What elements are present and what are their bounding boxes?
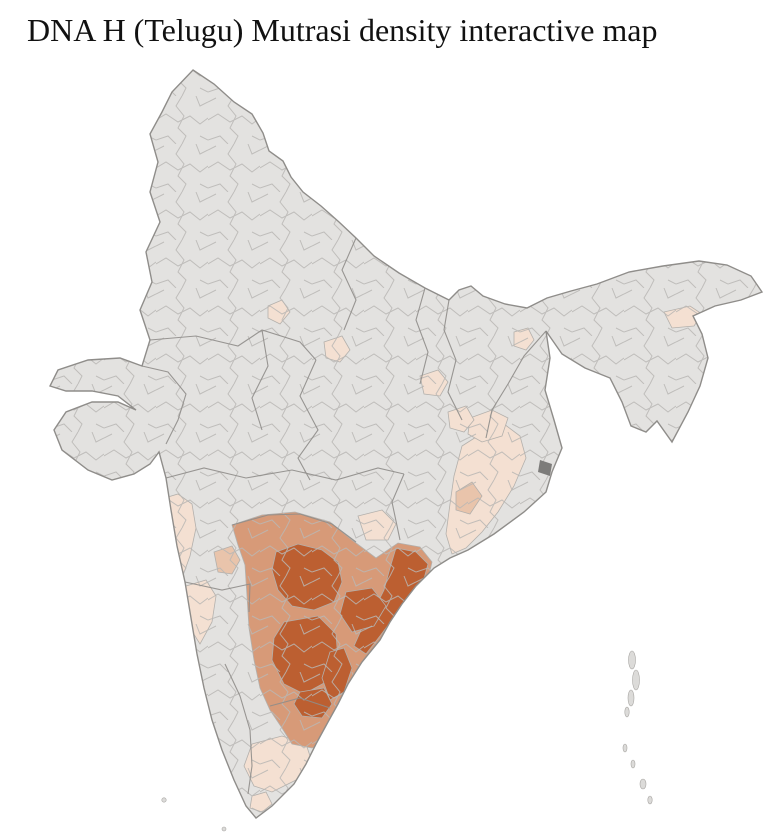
city-marker-west-coast[interactable]: [38, 418, 50, 432]
india-outline: [49, 69, 764, 819]
lakshadweep-islets[interactable]: [161, 797, 227, 832]
page-title: DNA H (Telugu) Mutrasi density interacti…: [27, 12, 658, 48]
andaman-nicobar-islands[interactable]: [622, 650, 653, 805]
state-borders: [141, 237, 547, 795]
city-marker-kolkata[interactable]: [538, 460, 552, 476]
